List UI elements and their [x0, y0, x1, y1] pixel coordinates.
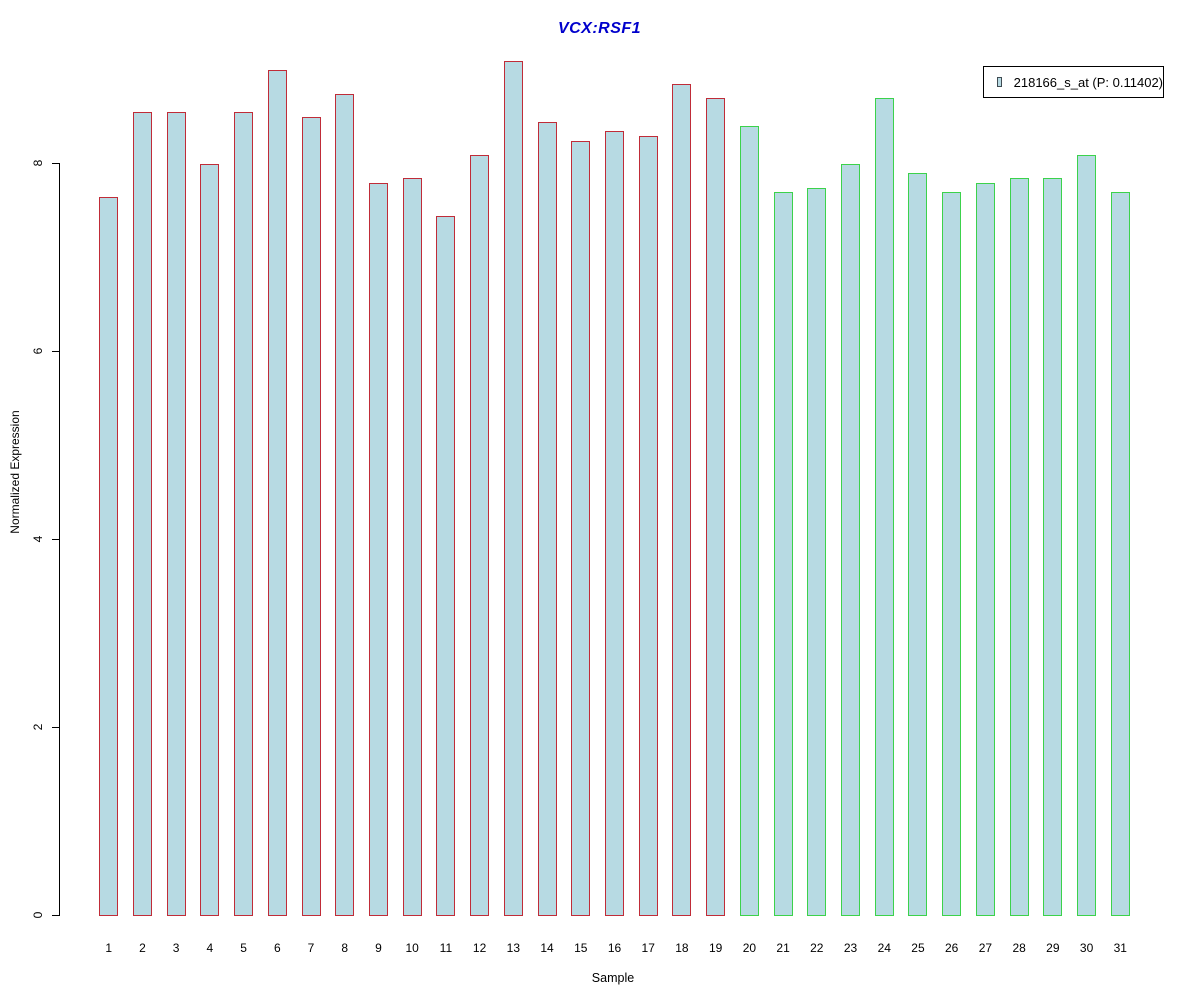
x-tick-label: 20	[742, 941, 757, 955]
bar-sample-18	[672, 84, 692, 916]
x-tick-label: 24	[877, 941, 891, 955]
x-tick-label: 29	[1046, 941, 1060, 955]
bar-sample-30	[1077, 154, 1097, 916]
bar-sample-21	[773, 192, 793, 916]
bar-sample-2	[132, 112, 152, 916]
legend-label: 218166_s_at (P: 0.11402)	[1013, 74, 1163, 90]
y-tick-label: 2	[31, 723, 45, 731]
x-tick-label: 28	[1012, 941, 1026, 955]
x-tick-label: 21	[776, 941, 790, 955]
bar-sample-13	[503, 60, 523, 916]
x-tick-label: 22	[810, 941, 824, 955]
bar-sample-8	[335, 93, 355, 916]
bar-sample-22	[807, 187, 827, 916]
x-tick-label: 19	[708, 941, 723, 955]
page-title: VCX:RSF1	[557, 20, 642, 37]
bar-sample-10	[402, 178, 422, 916]
bar-sample-5	[234, 112, 254, 916]
y-tick-mark	[52, 539, 59, 540]
bar-sample-11	[436, 215, 456, 916]
x-tick-label: 9	[375, 941, 382, 955]
x-tick-label: 8	[341, 941, 349, 955]
legend: 218166_s_at (P: 0.11402)	[983, 66, 1164, 98]
y-tick-mark	[52, 163, 59, 164]
bar-sample-29	[1043, 178, 1063, 916]
x-tick-label: 31	[1113, 941, 1127, 955]
x-tick-label: 27	[978, 941, 993, 955]
bar-sample-4	[200, 164, 220, 916]
bar-sample-9	[368, 182, 388, 916]
bar-sample-31	[1110, 192, 1130, 916]
bar-sample-26	[942, 192, 962, 916]
x-tick-label: 5	[240, 941, 247, 955]
x-tick-label: 7	[307, 941, 315, 955]
x-axis-title: Sample	[591, 971, 635, 985]
bar-sample-15	[571, 140, 591, 916]
y-axis-title: Normalized Expression	[8, 410, 22, 534]
y-tick-label: 6	[31, 347, 45, 355]
x-tick-label: 30	[1079, 941, 1094, 955]
bar-sample-6	[267, 70, 287, 916]
bar-sample-27	[975, 182, 995, 916]
y-axis-line	[59, 163, 60, 916]
bar-sample-24	[874, 98, 894, 916]
bar-sample-7	[301, 117, 321, 916]
x-tick-label: 25	[911, 941, 925, 955]
x-tick-label: 18	[675, 941, 689, 955]
x-tick-label: 3	[172, 941, 180, 955]
x-tick-label: 11	[439, 941, 453, 955]
x-tick-label: 26	[945, 941, 959, 955]
x-tick-label: 14	[540, 941, 554, 955]
bar-sample-28	[1009, 178, 1029, 916]
y-tick-label: 0	[31, 911, 45, 919]
bar-sample-20	[739, 126, 759, 916]
x-tick-label: 4	[206, 941, 214, 955]
bar-sample-25	[908, 173, 928, 916]
bar-sample-17	[638, 135, 658, 916]
y-tick-mark	[52, 727, 59, 728]
y-tick-mark	[52, 915, 59, 916]
y-tick-label: 4	[31, 535, 45, 543]
bar-sample-16	[605, 131, 624, 916]
x-tick-label: 13	[506, 941, 520, 955]
x-tick-label: 1	[105, 941, 113, 955]
y-tick-label: 8	[31, 159, 45, 167]
x-tick-label: 6	[273, 941, 281, 955]
x-tick-label: 10	[405, 941, 419, 955]
x-tick-label: 17	[641, 941, 655, 955]
bar-sample-19	[706, 98, 726, 916]
legend-swatch-icon	[997, 77, 1002, 87]
bar-sample-23	[841, 164, 861, 916]
x-tick-label: 16	[607, 941, 622, 955]
x-tick-label: 15	[574, 941, 588, 955]
x-tick-label: 23	[843, 941, 858, 955]
bar-sample-12	[470, 154, 490, 916]
bar-sample-3	[166, 112, 186, 916]
x-tick-label: 12	[472, 941, 487, 955]
x-tick-label: 2	[139, 941, 146, 955]
bar-sample-1	[99, 196, 119, 916]
bar-sample-14	[537, 121, 557, 916]
y-tick-mark	[52, 351, 59, 352]
